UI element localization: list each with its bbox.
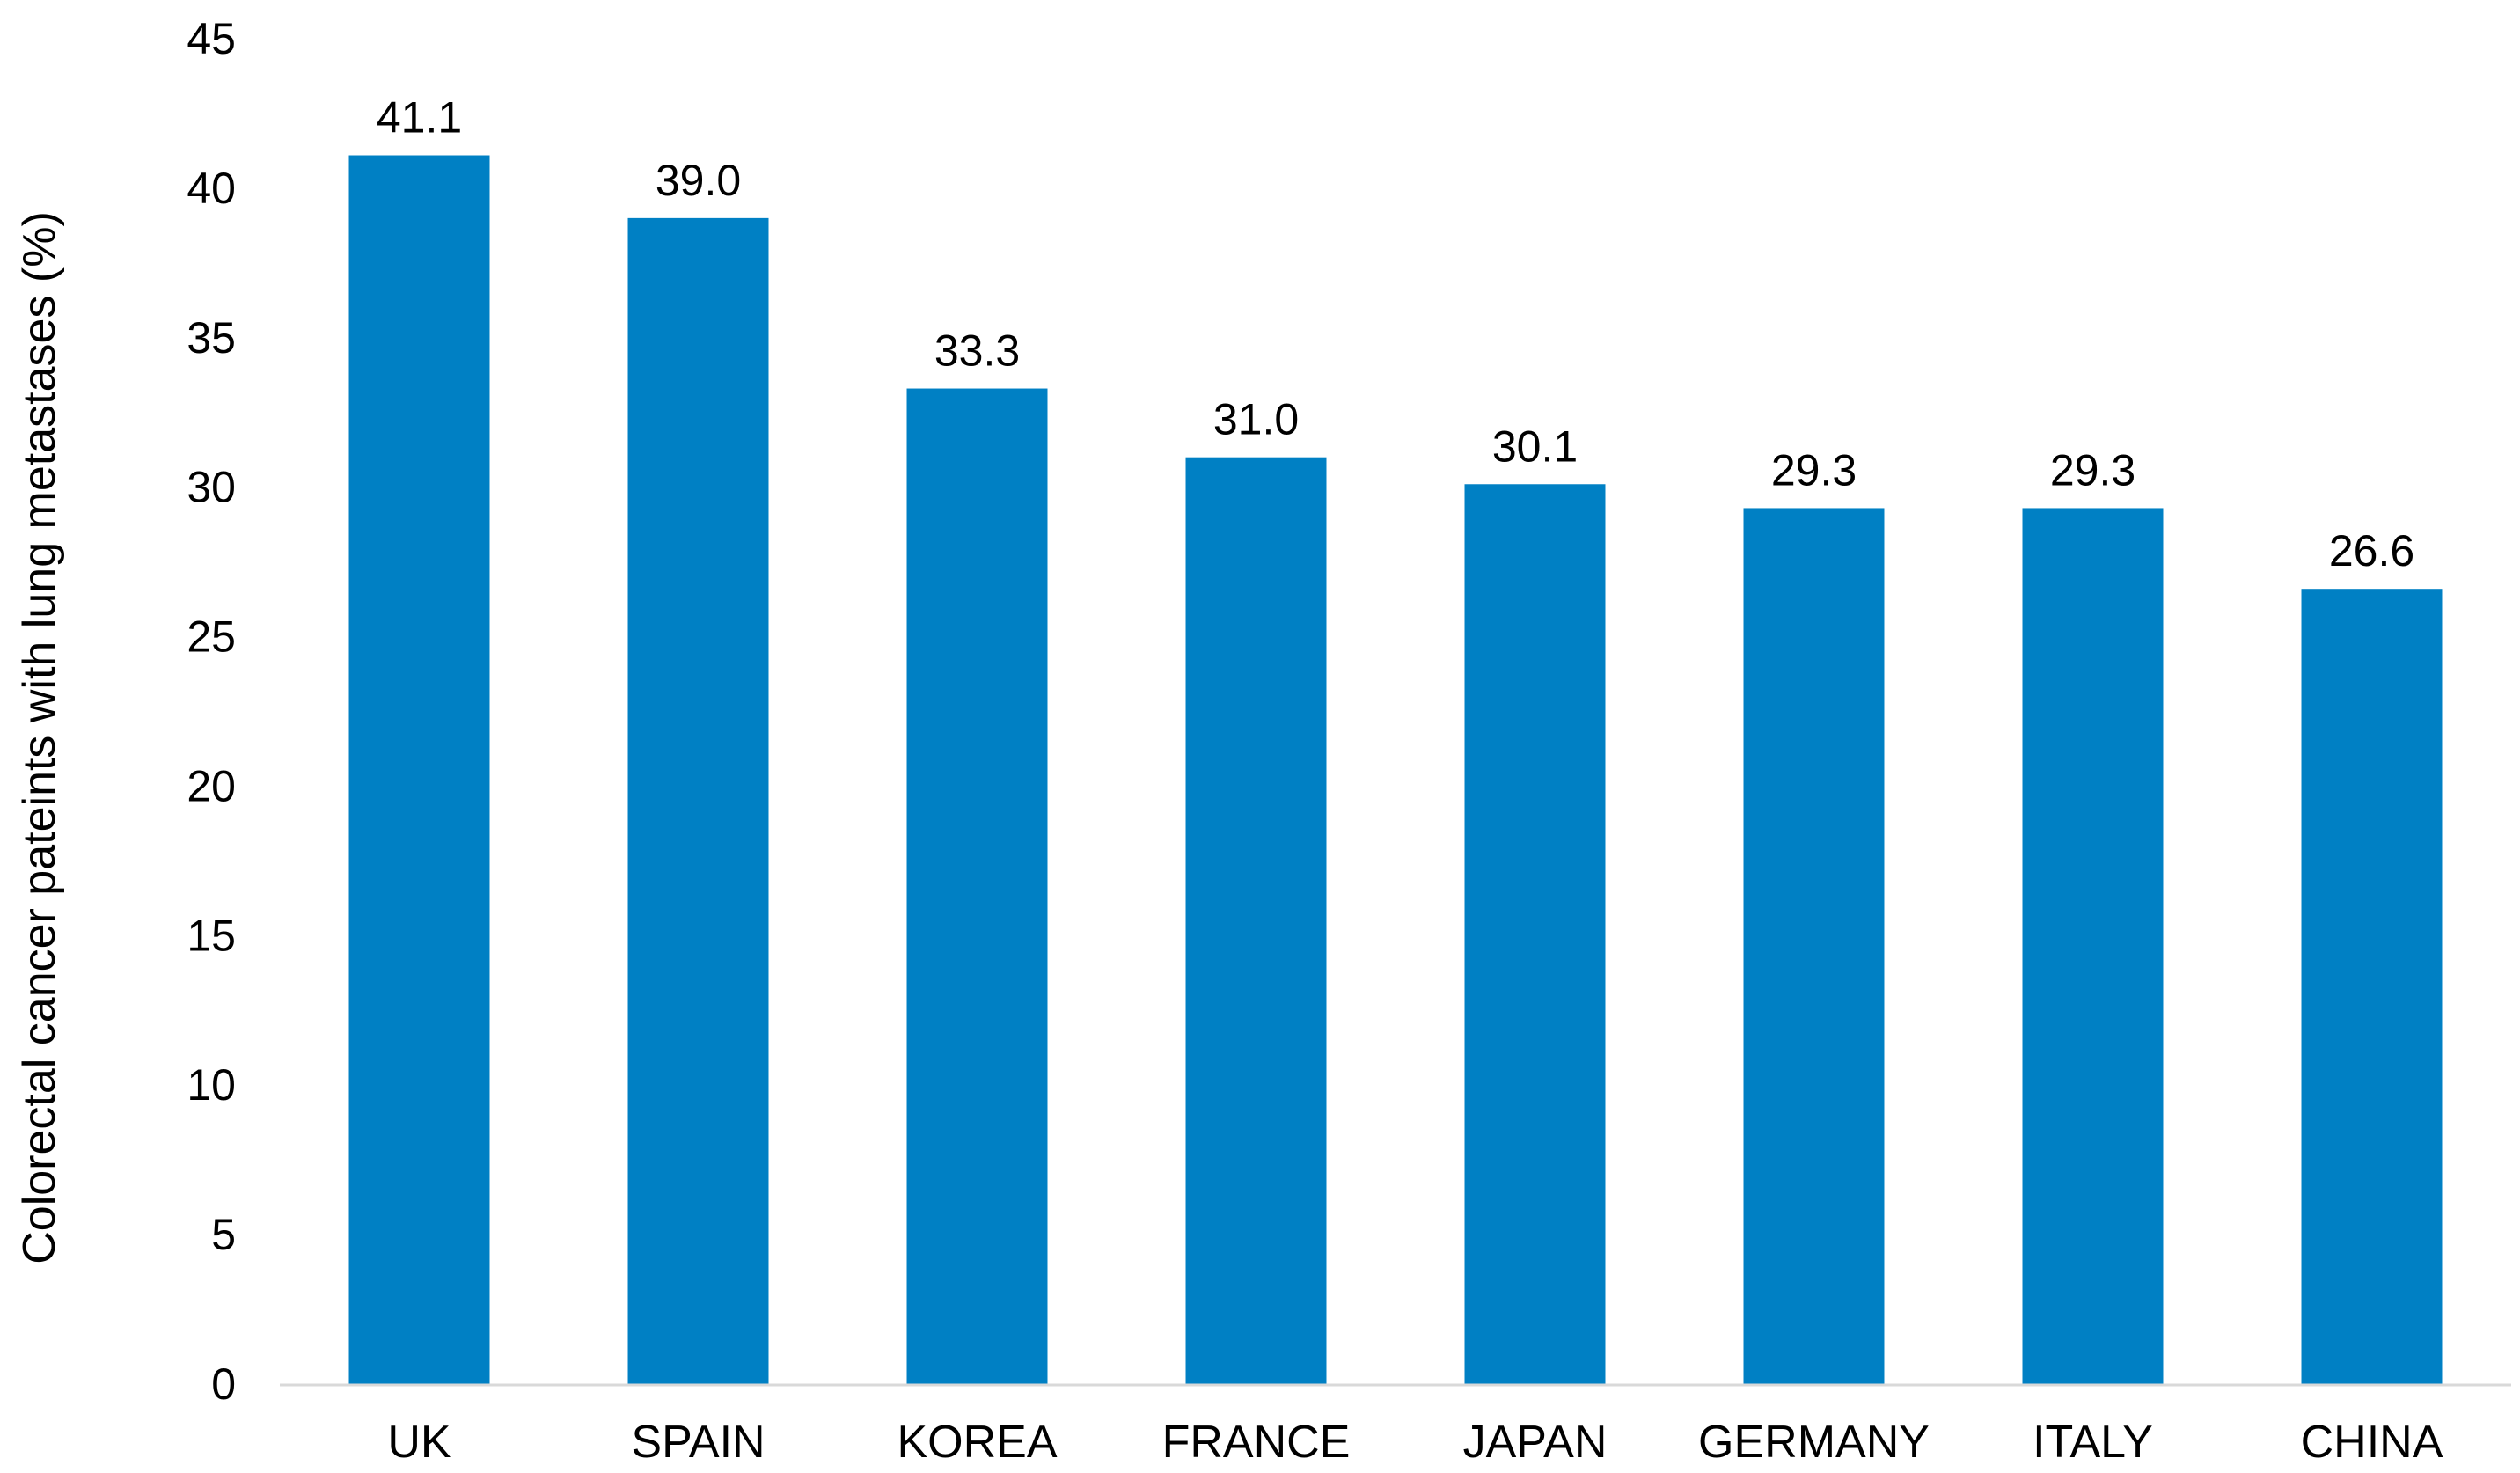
y-tick-label: 45 [187,14,236,63]
x-tick-label-korea: KOREA [897,1417,1057,1468]
data-label-italy: 29.3 [2050,445,2135,495]
data-label-china: 26.6 [2329,526,2414,575]
bar-spain [627,217,769,1384]
x-tick-label-china: CHINA [2301,1417,2443,1468]
y-tick-label: 10 [187,1060,236,1110]
y-tick-label: 20 [187,761,236,810]
data-label-spain: 39.0 [656,156,741,205]
bar-italy [2022,508,2164,1384]
y-tick-label: 35 [187,313,236,363]
data-label-uk: 41.1 [377,93,462,143]
y-axis-ticks: 0 5 10 15 20 25 30 35 40 45 [187,14,236,1409]
y-tick-label: 0 [211,1359,236,1409]
y-tick-label: 30 [187,463,236,512]
bar-china [2301,589,2443,1384]
y-tick-label: 15 [187,911,236,960]
y-tick-label: 25 [187,612,236,662]
data-label-korea: 33.3 [934,326,1020,376]
y-axis-title: Colorectal cancer pateints with lung met… [14,211,65,1264]
bar-uk [348,155,490,1385]
bar-france [1185,457,1327,1384]
x-tick-label-germany: GERMANY [1698,1417,1930,1468]
data-label-japan: 30.1 [1492,421,1578,471]
x-tick-label-spain: SPAIN [631,1417,765,1468]
x-tick-label-japan: JAPAN [1463,1417,1608,1468]
y-tick-label: 40 [187,164,236,213]
bar-korea [906,388,1048,1384]
x-tick-label-italy: ITALY [2033,1417,2153,1468]
x-axis-labels: UK SPAIN KOREA FRANCE JAPAN GERMANY ITALY CHINA [387,1417,2443,1468]
data-label-france: 31.0 [1213,395,1299,444]
bar-japan [1464,484,1606,1384]
bar-germany [1743,508,1885,1384]
data-label-germany: 29.3 [1771,445,1857,495]
data-labels: 41.1 39.0 33.3 31.0 30.1 29.3 29.3 26.6 [377,93,2414,576]
bars [348,155,2443,1385]
y-tick-label: 5 [211,1210,236,1259]
x-tick-label-uk: UK [387,1417,451,1468]
x-tick-label-france: FRANCE [1162,1417,1351,1468]
